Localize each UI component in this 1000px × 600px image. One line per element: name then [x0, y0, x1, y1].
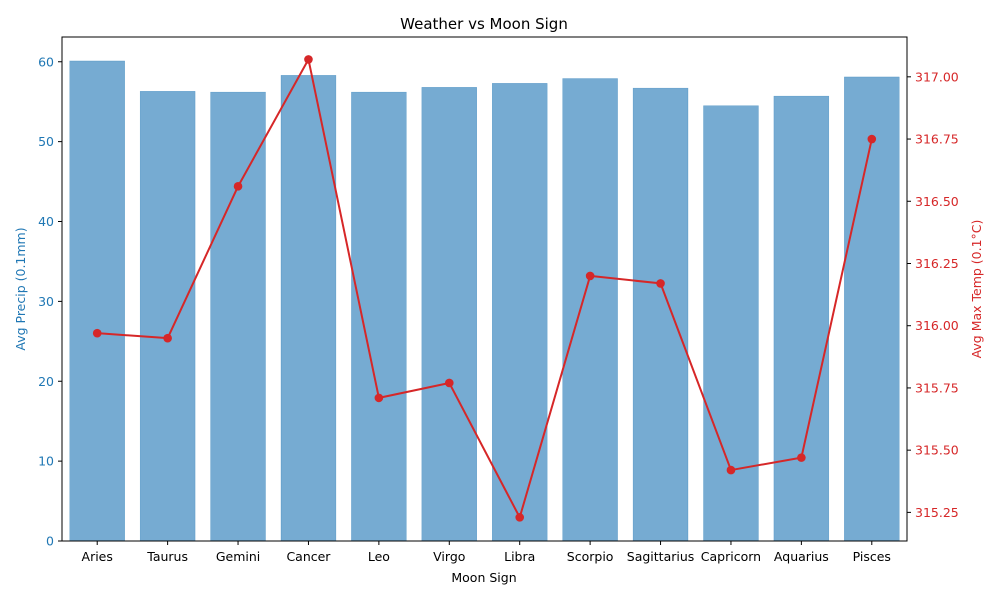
y-right-tick-label: 317.00 — [915, 69, 959, 84]
temp-point-cancer — [304, 55, 313, 64]
y-left-tick-label: 30 — [38, 294, 54, 309]
y-right-tick-label: 315.25 — [915, 505, 959, 520]
y-right-tick-label: 316.50 — [915, 194, 959, 209]
y-left-tick-label: 0 — [46, 534, 54, 549]
x-axis-label: Moon Sign — [451, 570, 516, 585]
y-right-tick-label: 316.25 — [915, 256, 959, 271]
x-tick-label: Aquarius — [774, 549, 829, 564]
precip-bar-virgo — [421, 87, 477, 542]
x-tick-label: Sagittarius — [627, 549, 695, 564]
plot-frame — [61, 36, 908, 542]
temp-point-capricorn — [726, 465, 736, 475]
temp-line — [97, 58, 873, 519]
x-tick-label: Aries — [82, 549, 113, 564]
x-tick-label: Taurus — [146, 549, 188, 564]
precip-bar-scorpio — [562, 78, 618, 542]
chart-title: Weather vs Moon Sign — [400, 15, 568, 33]
precip-bar-pisces — [844, 76, 900, 542]
y-right-tick-label: 315.50 — [915, 443, 959, 458]
y-right-tick-label: 316.75 — [915, 132, 959, 147]
precip-bar-taurus — [139, 91, 196, 542]
temp-point-aries — [92, 328, 102, 338]
temp-point-taurus — [163, 333, 172, 343]
y-left-tick-label: 40 — [38, 214, 54, 229]
precip-bar-libra — [492, 83, 548, 542]
temp-point-virgo — [444, 378, 454, 388]
temp-point-sagittarius — [656, 279, 665, 288]
temp-point-scorpio — [585, 271, 595, 281]
temp-point-gemini — [233, 182, 243, 191]
y-right-tick-label: 316.00 — [915, 318, 959, 333]
x-tick-label: Cancer — [286, 549, 331, 564]
y-left-tick-label: 10 — [38, 454, 54, 469]
temp-point-pisces — [867, 134, 877, 144]
temp-point-leo — [374, 393, 384, 403]
x-tick-label: Gemini — [216, 549, 260, 564]
y-left-tick-label: 20 — [38, 374, 54, 389]
y-left-axis-label: Avg Precip (0.1mm) — [13, 227, 28, 350]
x-tick-label: Capricorn — [701, 549, 761, 564]
precip-bar-aquarius — [773, 95, 830, 542]
y-right-tick-label: 315.75 — [915, 380, 959, 395]
x-tick-label: Scorpio — [567, 549, 614, 564]
x-tick-label: Pisces — [853, 549, 891, 564]
precip-bars — [69, 60, 900, 542]
precip-bar-leo — [351, 91, 407, 542]
temp-line-series — [92, 55, 877, 522]
precip-bar-cancer — [280, 75, 337, 542]
y-left-tick-label: 50 — [38, 134, 54, 149]
temp-point-libra — [515, 513, 525, 522]
axes — [58, 36, 911, 545]
precip-bar-aries — [69, 60, 125, 542]
x-tick-label: Virgo — [433, 549, 465, 564]
tick-labels: Aries Taurus Gemini Cancer Leo Virgo Libra Scor… — [38, 54, 959, 564]
precip-bar-capricorn — [703, 105, 759, 542]
y-left-tick-label: 60 — [38, 54, 54, 69]
precip-bar-gemini — [210, 91, 266, 542]
temp-point-aquarius — [797, 453, 806, 462]
x-tick-label: Libra — [504, 549, 535, 564]
y-right-axis-label: Avg Max Temp (0.1°C) — [969, 220, 984, 359]
precip-bar-sagittarius — [632, 87, 689, 542]
x-tick-label: Leo — [368, 549, 390, 564]
